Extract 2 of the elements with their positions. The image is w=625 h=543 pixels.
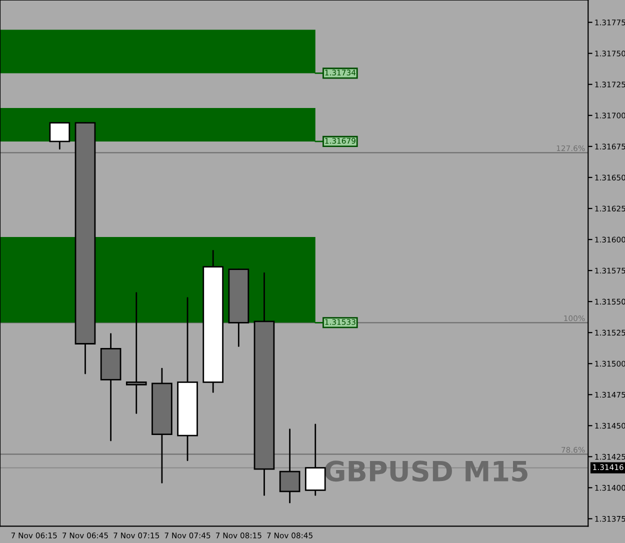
candlestick	[49, 122, 70, 150]
candlestick	[304, 424, 326, 496]
